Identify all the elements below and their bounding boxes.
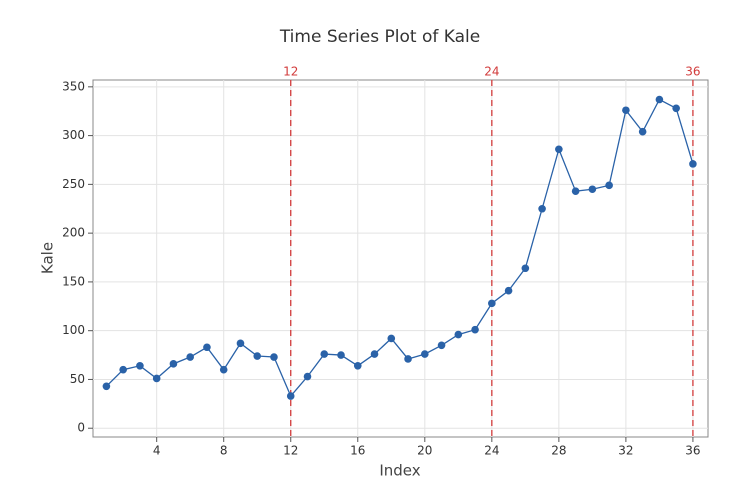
y-tick-label: 300 [62,128,85,142]
data-point [303,372,312,381]
y-tick-label: 50 [70,372,85,386]
x-tick-label: 24 [484,444,499,458]
data-point [655,95,664,104]
data-point [605,181,613,190]
y-tick-label: 200 [62,226,85,240]
x-tick-label: 16 [350,444,365,458]
data-point [253,352,262,360]
x-tick-label: 36 [685,444,700,458]
data-point [521,264,530,273]
chart-title: Time Series Plot of Kale [279,27,480,47]
data-point [538,204,546,213]
data-point [689,160,697,168]
data-point [119,365,127,374]
data-point [270,353,278,361]
data-point [102,382,111,391]
data-point [420,350,429,358]
data-point [169,360,178,368]
x-tick-label: 28 [551,444,566,458]
data-point [236,339,245,348]
x-tick-label: 4 [153,444,161,458]
y-tick-label: 0 [77,421,85,435]
x-tick-label: 8 [220,444,228,458]
data-point [622,106,630,115]
x-tick-label: 12 [283,444,298,458]
y-tick-label: 150 [62,274,85,288]
data-point [571,187,580,195]
data-point [471,325,479,334]
y-tick-label: 350 [62,79,85,93]
x-tick-label: 32 [618,444,633,458]
data-point [353,361,362,370]
data-point [136,361,144,370]
y-tick-label: 100 [62,323,85,337]
y-axis-label: Kale [39,242,57,274]
data-point [672,104,680,113]
data-point [337,351,345,359]
data-point [588,185,597,194]
data-point [555,145,563,154]
data-point [437,341,446,350]
reference-label: 36 [685,65,700,79]
data-point [219,365,228,374]
x-axis-label: Index [379,462,420,480]
data-point [454,330,463,339]
data-point [152,374,161,383]
y-tick-label: 250 [62,177,85,191]
data-point [504,286,513,295]
reference-label: 24 [484,65,499,79]
data-point [370,350,379,358]
x-tick-label: 20 [417,444,432,458]
reference-label: 12 [283,65,298,79]
data-point [387,334,396,343]
data-point [286,392,295,400]
data-point [638,127,647,136]
data-point [186,353,194,361]
data-point [320,350,329,358]
data-point [488,299,496,308]
data-point [203,343,211,352]
data-point [404,355,412,363]
plot-area [92,79,709,438]
